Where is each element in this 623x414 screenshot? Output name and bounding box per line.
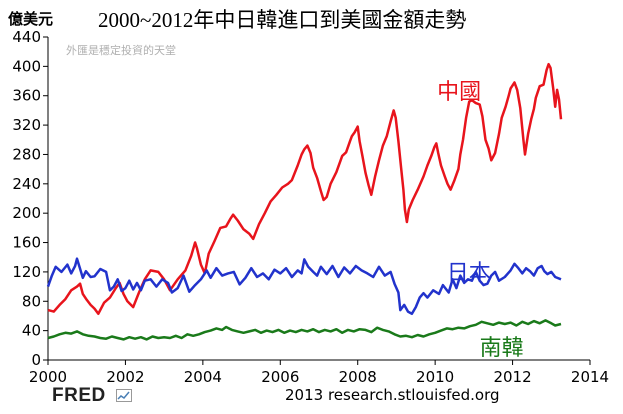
series-line [47,62,563,316]
x-tick-label: 2008 [339,368,377,386]
series-label-japan: 日本 [446,260,491,286]
source-credit: 2013 research.stlouisfed.org [285,386,500,404]
y-tick-label: 320 [12,116,41,134]
axes: 0 40 80 120 160 200 240 280 320 360 400 440 2000 2002… [12,28,609,386]
y-tick-label: 440 [12,28,41,46]
y-tick-label: 120 [12,263,41,281]
y-tick-label: 200 [12,204,41,222]
x-tick-label: 2010 [416,368,454,386]
y-tick-label: 80 [22,292,41,310]
y-unit-label: 億美元 [8,10,54,28]
series-label-korea: 南韓 [479,335,524,361]
y-tick-label: 280 [12,145,41,163]
watermark-text: 外匯是穩定投資的天堂 [66,44,176,57]
x-tick-label: 2000 [29,368,67,386]
x-tick-label: 2012 [493,368,531,386]
x-tick-label: 2014 [571,368,609,386]
fred-chart-icon [116,389,132,402]
y-tick-label: 360 [12,87,41,105]
y-tick-label: 160 [12,234,41,252]
fred-logo: FRED [52,385,106,406]
series-line [46,257,562,316]
series-line [47,319,562,341]
y-tick-label: 240 [12,175,41,193]
y-tick-label: 0 [31,351,41,369]
plot-lines [46,62,563,341]
x-tick-label: 2004 [184,368,222,386]
x-tick-label: 2002 [106,368,144,386]
y-tick-label: 400 [12,57,41,75]
series-label-china: 中國 [437,80,482,106]
x-tick-label: 2006 [261,368,299,386]
chart-title: 2000~2012年中日韓進口到美國金額走勢 [98,8,467,32]
y-tick-label: 40 [22,322,41,340]
